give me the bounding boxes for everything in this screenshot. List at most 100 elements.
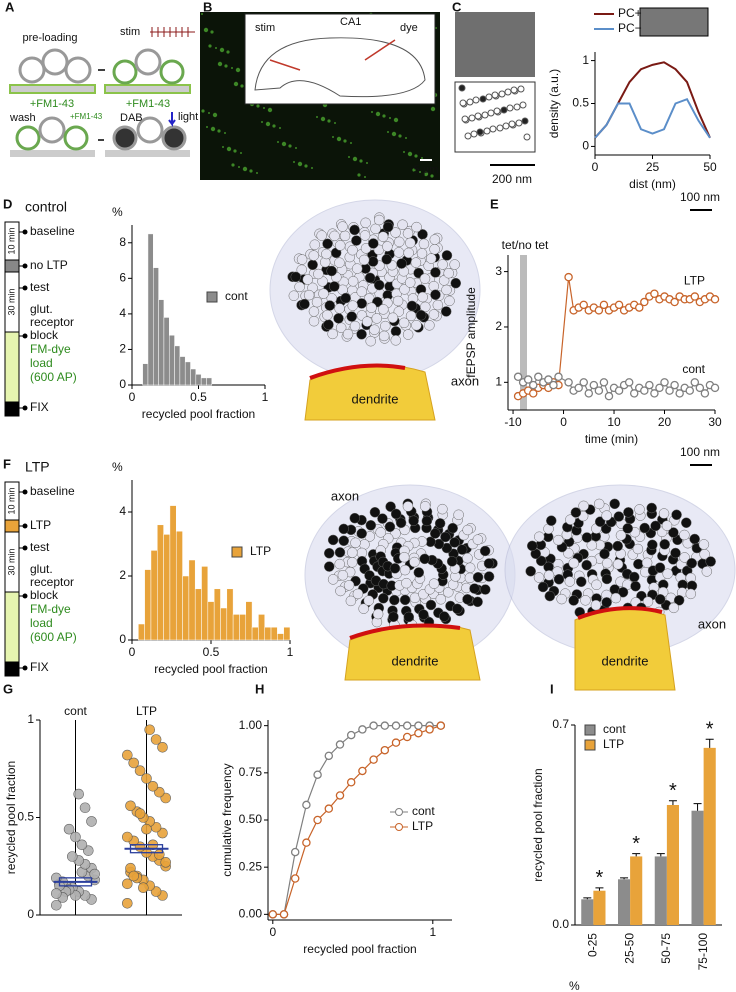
vesicle [363,595,375,606]
vesicle [378,330,390,342]
proto-box [4,591,20,663]
speck [311,167,313,169]
x-tick-label: 30 [708,415,722,429]
y-tick-label: 4 [119,504,126,518]
vesicle [472,96,480,104]
vesicle [419,553,430,565]
vesicle [668,527,679,538]
x-tick-label: 0 [129,390,136,404]
y-tick-label: 6 [119,271,126,285]
vesicle [654,562,666,573]
proto-label: test [30,540,50,554]
y-tick-label: 0 [119,632,126,646]
vesicle [329,281,340,292]
legend-marker [395,808,403,816]
vesicle [489,125,497,133]
speck [403,151,405,153]
vesicle [479,95,487,103]
data-point [122,749,133,761]
vesicle [443,267,454,279]
stim-train [150,27,195,37]
legend-swatch [231,546,243,558]
data-point [513,372,523,382]
error-bar [693,803,702,811]
data-point [604,391,614,401]
vesicle [449,537,460,548]
data-point [614,386,624,395]
significance: * [706,719,714,741]
data-point [425,725,434,734]
vesicle [358,603,369,614]
vesicle [290,271,302,283]
speck [242,166,248,172]
speck [208,112,210,114]
speck [412,168,416,172]
vesicle [381,254,392,265]
vesicle [347,300,359,311]
proto-label: load [30,616,53,630]
data-point [369,721,378,730]
vesicle [429,244,440,255]
vesicle [462,552,473,564]
vesicle [394,236,405,248]
mean-box [58,877,93,887]
vesicle [563,547,574,559]
speck [393,117,399,123]
vesicle [673,595,685,606]
vesicle [409,556,420,568]
vesicle [349,512,361,524]
speck [203,27,209,33]
label: stim [255,22,275,34]
data-point [324,804,334,813]
vesicle [641,557,653,569]
speck [231,163,235,167]
error-bar [620,877,629,880]
vesicle [390,326,402,337]
vesicle [523,133,531,141]
y-tick-label: 0.5 [572,96,589,110]
vesicle [491,91,499,99]
y-tick-label: 3 [495,264,502,278]
vesicle [654,594,666,605]
vesicle [417,291,428,303]
vesicle [382,221,394,233]
vesicle [646,502,657,514]
proto-label: FM-dye [30,602,71,616]
x-tick-label: 10 [607,415,621,429]
vesicle [642,596,654,607]
hist-bar [153,267,159,386]
y-axis-label: density (a.u.) [547,69,561,138]
speck [224,132,226,134]
speck [334,122,336,124]
label: I [550,681,554,696]
speck [375,111,381,117]
y-tick-label: 0.0 [552,917,569,931]
proto-label: LTP [30,518,51,532]
legend-swatch [584,724,596,736]
data-point [579,378,588,387]
category-label: 50-75 [659,933,673,964]
bar [654,856,667,925]
vesicle [398,317,410,329]
vesicle [360,217,371,229]
vesicle [544,590,556,602]
cleft [577,606,663,620]
hist-bar [157,524,164,641]
vesicle [630,580,641,592]
vesicle [369,324,380,335]
vesicle [504,88,512,96]
hist-bar [245,601,253,641]
vesicle [356,329,367,340]
hist-bar [264,626,272,641]
y-tick-label: 0 [582,139,589,153]
vesicle [440,531,451,543]
hist-bar [239,614,247,641]
vesicle [453,509,464,521]
data-point [76,839,88,851]
vesicle [629,571,640,583]
proto-label: test [30,280,50,294]
speck [240,152,242,154]
proto-label: receptor [30,575,74,589]
y-axis-label: fEPSP amplitude [464,287,478,378]
hist-bar [194,588,202,641]
